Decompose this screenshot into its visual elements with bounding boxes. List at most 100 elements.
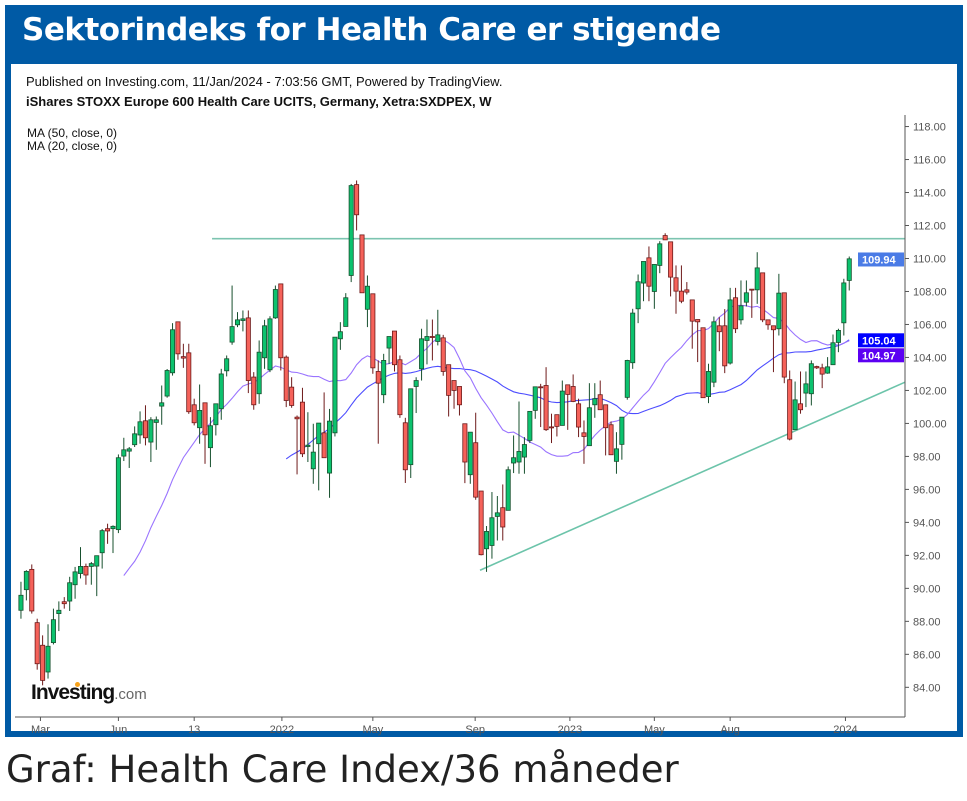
candle [148,417,154,463]
investing-logo: Investing.com [31,681,147,705]
legend-ma20: MA (20, close, 0) [27,139,118,153]
candle-body [808,363,814,395]
candle-body [754,267,760,291]
y-tick-label: 92.00 [913,550,941,562]
candle-body [684,289,690,293]
x-tick-label: Sep [465,724,485,736]
candle-body [630,312,636,364]
candle [50,608,56,645]
candle-body [56,609,62,614]
candle-body [105,528,111,532]
candle-body [446,364,452,396]
candle-body [505,469,511,511]
y-tick-label: 114.00 [913,188,946,200]
candle [316,422,322,491]
candle-body [494,512,500,517]
candle-body [18,594,24,611]
candle [94,555,100,597]
candle [825,357,831,374]
candle [738,280,744,325]
candle-body [646,257,652,287]
candle-body [776,292,782,330]
candle-body [413,380,419,387]
candle [327,408,333,498]
candle [175,321,181,360]
candle [554,414,560,437]
candle-body [229,326,235,343]
candle [846,256,852,291]
candle-body [743,292,749,303]
candle-body [197,409,203,429]
candle-body [451,380,457,391]
candle [294,415,300,475]
candle-body [148,419,154,443]
candle-body [456,386,462,406]
caption: Graf: Health Care Index/36 måneder [6,748,679,791]
candle [770,325,776,373]
candle [213,403,219,436]
candle-body [299,401,305,455]
candle [613,432,619,474]
candle [29,564,35,614]
candle [413,377,419,414]
candle-body [321,432,327,459]
candle [673,265,679,314]
candle-body [23,570,29,591]
y-tick-label: 106.00 [913,319,947,331]
page-title: Sektorindeks for Health Care er stigende [22,12,721,48]
candle [110,525,116,554]
candle-body [624,360,630,398]
x-tick-label: Mar [31,724,50,736]
candle [473,412,479,500]
candle [467,431,473,484]
candle-body [781,292,787,378]
candle [678,265,684,304]
candle-body [705,371,711,397]
candle-body [527,410,533,441]
candle [191,398,197,426]
candle [548,413,554,444]
price-label-last-bg [858,252,904,267]
candle [283,355,289,408]
candle [835,328,841,353]
candle [40,635,46,686]
candle-body [262,325,268,359]
candle-body [272,289,278,319]
candle [684,282,690,295]
candle-body [814,366,820,369]
candle [716,317,722,352]
candle-body [716,325,722,333]
candle-body [678,290,684,302]
candle-body [819,367,825,375]
candle [603,404,609,456]
candle-body [548,426,554,429]
candle-body [543,385,549,431]
candle [651,264,657,309]
candle [61,597,67,609]
candle-body [565,384,571,395]
candle [581,420,587,464]
candle [489,492,495,559]
candle-body [651,264,657,292]
x-tick-label: 2023 [558,724,582,736]
y-tick-label: 96.00 [913,484,941,496]
y-tick-label: 88.00 [913,616,941,628]
candle-body [733,297,739,330]
candle [662,233,668,241]
candle [841,278,847,336]
candle-body [126,448,132,452]
candle-body [391,330,397,366]
candle [776,273,782,336]
candle [402,417,408,483]
candle-body [554,414,560,427]
candle [765,319,771,330]
candle-body [803,383,809,394]
candle [105,523,111,544]
candle [689,299,695,349]
support-trend-line [479,381,906,571]
candle [500,484,506,541]
candle [375,360,381,444]
candle-body [668,241,674,278]
candle [159,385,165,425]
